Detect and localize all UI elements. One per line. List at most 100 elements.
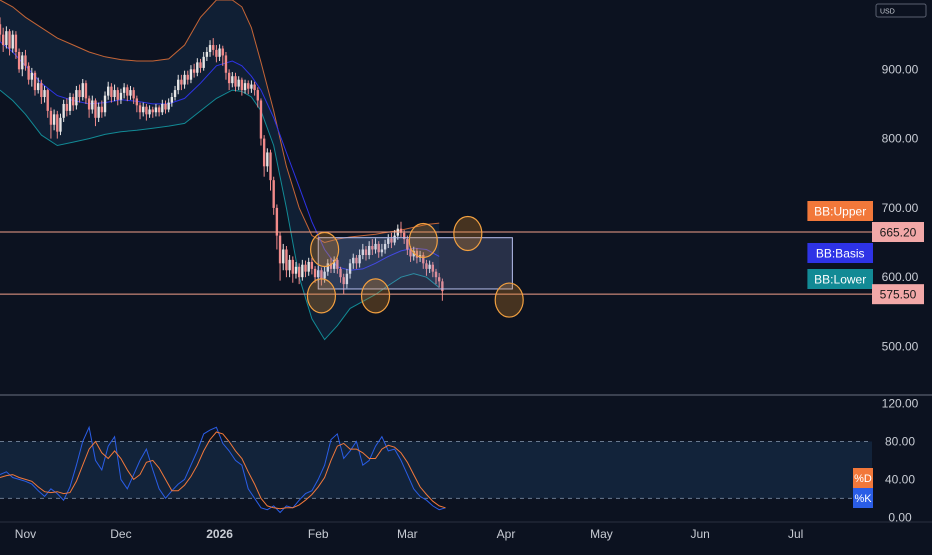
candle-body[interactable]: [323, 271, 326, 279]
candle-body[interactable]: [422, 255, 425, 264]
candle-body[interactable]: [278, 235, 282, 264]
candle-body[interactable]: [221, 48, 224, 56]
candle-body[interactable]: [428, 264, 431, 269]
candle-body[interactable]: [91, 100, 94, 110]
candle-body[interactable]: [377, 243, 380, 253]
candle-body[interactable]: [380, 249, 384, 253]
candle-body[interactable]: [138, 105, 142, 113]
candle-body[interactable]: [62, 103, 65, 118]
candle-body[interactable]: [202, 56, 205, 68]
candle-body[interactable]: [304, 264, 307, 272]
candle-body[interactable]: [218, 48, 221, 57]
candle-body[interactable]: [275, 207, 279, 236]
candle-body[interactable]: [262, 138, 266, 167]
candle-body[interactable]: [186, 74, 189, 80]
candle-body[interactable]: [425, 263, 428, 269]
candle-body[interactable]: [110, 86, 113, 98]
candle-body[interactable]: [374, 243, 377, 250]
highlight-circle[interactable]: [310, 231, 340, 268]
candle-body[interactable]: [247, 83, 250, 89]
candle-body[interactable]: [320, 270, 323, 279]
price-value-tag[interactable]: [872, 284, 924, 305]
candle-body[interactable]: [24, 55, 27, 66]
candle-body[interactable]: [43, 90, 46, 98]
candle-body[interactable]: [215, 49, 218, 57]
candle-body[interactable]: [364, 249, 368, 256]
candle-body[interactable]: [59, 117, 62, 132]
candle-body[interactable]: [161, 103, 164, 113]
candle-body[interactable]: [192, 69, 196, 73]
candle-body[interactable]: [84, 83, 88, 99]
candle-body[interactable]: [119, 92, 123, 100]
candle-body[interactable]: [40, 83, 43, 98]
candle-body[interactable]: [5, 31, 8, 46]
candle-body[interactable]: [240, 79, 244, 91]
legend-tag[interactable]: [807, 269, 873, 289]
candle-body[interactable]: [142, 106, 145, 113]
candle-body[interactable]: [418, 255, 422, 258]
candle-body[interactable]: [199, 62, 202, 68]
candle-body[interactable]: [196, 62, 199, 73]
candle-body[interactable]: [256, 90, 259, 101]
highlight-circles[interactable]: [306, 215, 524, 318]
candle-body[interactable]: [170, 97, 174, 103]
candle-body[interactable]: [393, 235, 396, 243]
candle-body[interactable]: [437, 277, 441, 282]
highlight-circle[interactable]: [360, 278, 391, 314]
osc-legend-tag[interactable]: [853, 488, 873, 508]
candle-body[interactable]: [100, 106, 104, 113]
candle-body[interactable]: [122, 87, 126, 93]
candle-body[interactable]: [409, 249, 412, 257]
candle-body[interactable]: [173, 90, 177, 98]
candle-body[interactable]: [441, 281, 444, 292]
candle-body[interactable]: [180, 79, 183, 85]
candle-body[interactable]: [21, 55, 24, 70]
candle-body[interactable]: [46, 90, 49, 111]
candle-body[interactable]: [183, 74, 186, 85]
candle-body[interactable]: [355, 257, 358, 264]
candle-body[interactable]: [65, 103, 69, 111]
candle-body[interactable]: [129, 90, 132, 96]
candle-body[interactable]: [1, 34, 5, 46]
candle-body[interactable]: [72, 97, 75, 106]
candle-body[interactable]: [52, 114, 56, 125]
candle-body[interactable]: [329, 263, 333, 269]
highlight-circle[interactable]: [453, 215, 483, 252]
candle-body[interactable]: [282, 249, 285, 264]
candle-body[interactable]: [177, 79, 180, 91]
candle-body[interactable]: [387, 238, 390, 244]
candle-body[interactable]: [164, 103, 167, 110]
candle-body[interactable]: [399, 228, 403, 233]
candle-body[interactable]: [78, 90, 81, 98]
candle-body[interactable]: [132, 90, 135, 99]
candle-body[interactable]: [116, 90, 119, 100]
candle-body[interactable]: [17, 51, 21, 70]
candle-body[interactable]: [11, 34, 14, 49]
candle-body[interactable]: [336, 259, 339, 269]
candle-body[interactable]: [415, 250, 419, 258]
candle-body[interactable]: [113, 90, 116, 98]
candle-body[interactable]: [75, 90, 78, 106]
candle-body[interactable]: [250, 84, 253, 89]
candle-body[interactable]: [313, 268, 317, 278]
candle-body[interactable]: [259, 100, 263, 139]
osc-legend-tag[interactable]: [853, 468, 873, 488]
candle-body[interactable]: [33, 72, 37, 91]
candle-body[interactable]: [154, 107, 158, 113]
candle-body[interactable]: [288, 259, 291, 271]
candle-body[interactable]: [224, 55, 228, 73]
range-box[interactable]: [317, 237, 513, 290]
candle-body[interactable]: [358, 255, 361, 264]
candle-body[interactable]: [87, 98, 91, 110]
candle-body[interactable]: [94, 100, 97, 118]
candle-body[interactable]: [49, 110, 53, 125]
candle-body[interactable]: [307, 261, 310, 272]
candle-body[interactable]: [189, 69, 193, 80]
candle-body[interactable]: [103, 95, 107, 113]
candle-body[interactable]: [291, 259, 294, 274]
candle-body[interactable]: [342, 277, 345, 285]
candle-body[interactable]: [135, 98, 139, 106]
candle-body[interactable]: [167, 102, 170, 110]
candle-body[interactable]: [151, 109, 154, 113]
